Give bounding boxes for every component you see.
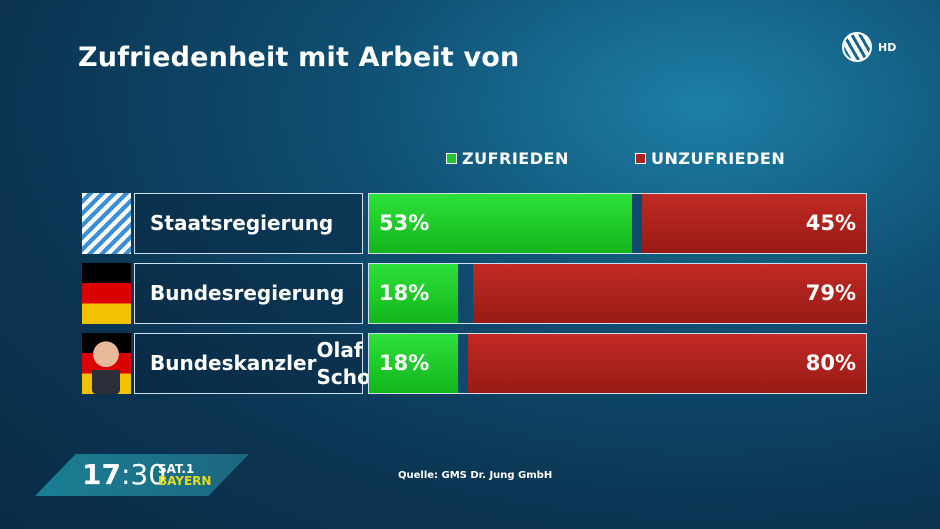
flag-bavaria-icon <box>82 193 131 254</box>
region-label: BAYERN <box>158 474 212 488</box>
clock-hours: 17 <box>82 458 121 491</box>
legend-zufrieden: ZUFRIEDEN <box>446 149 569 168</box>
category-label: Bundeskanzler Olaf Scholz <box>134 333 389 394</box>
clock-minutes: :30 <box>120 458 167 491</box>
bar-unzufrieden <box>473 264 866 323</box>
bar-track: 18% 79% <box>368 263 867 324</box>
category-label-line: Bundeskanzler <box>150 351 317 375</box>
value-label-unzufrieden: 45% <box>805 211 856 235</box>
value-label-unzufrieden: 80% <box>805 351 856 375</box>
bar-unzufrieden <box>468 334 866 393</box>
channel-logo: HD <box>842 32 896 62</box>
value-label-unzufrieden: 79% <box>805 281 856 305</box>
flag-germany-icon <box>82 263 131 324</box>
category-label: Staatsregierung <box>134 193 363 254</box>
bar-zufrieden <box>369 194 633 253</box>
category-label-line: Staatsregierung <box>150 211 334 235</box>
sat1-globe-icon <box>842 32 872 62</box>
bar-track: 18% 80% <box>368 333 867 394</box>
category-label: Bundesregierung <box>134 263 363 324</box>
legend-label: UNZUFRIEDEN <box>651 149 786 168</box>
legend-unzufrieden: UNZUFRIEDEN <box>635 149 785 168</box>
bar-track: 53% 45% <box>368 193 867 254</box>
bar-unzufrieden <box>642 194 866 253</box>
portrait-scholz-image <box>82 333 131 394</box>
value-label-zufrieden: 18% <box>379 351 430 375</box>
value-label-zufrieden: 18% <box>379 281 430 305</box>
bar-zufrieden <box>369 264 459 323</box>
channel-label: SAT.1 <box>158 462 195 476</box>
legend-swatch <box>635 153 646 164</box>
category-label-line: Bundesregierung <box>150 281 345 305</box>
channel-name: SAT.1 BAYERN <box>158 463 211 487</box>
legend-label: ZUFRIEDEN <box>462 149 569 168</box>
source-note: Quelle: GMS Dr. Jung GmbH <box>398 470 553 481</box>
value-label-zufrieden: 53% <box>379 211 430 235</box>
hd-label: HD <box>878 40 897 54</box>
clock-banner <box>35 454 249 496</box>
bar-zufrieden <box>369 334 459 393</box>
legend-swatch <box>446 153 457 164</box>
clock-time: 17:30 <box>82 458 166 491</box>
chart-title: Zufriedenheit mit Arbeit von <box>78 42 520 73</box>
